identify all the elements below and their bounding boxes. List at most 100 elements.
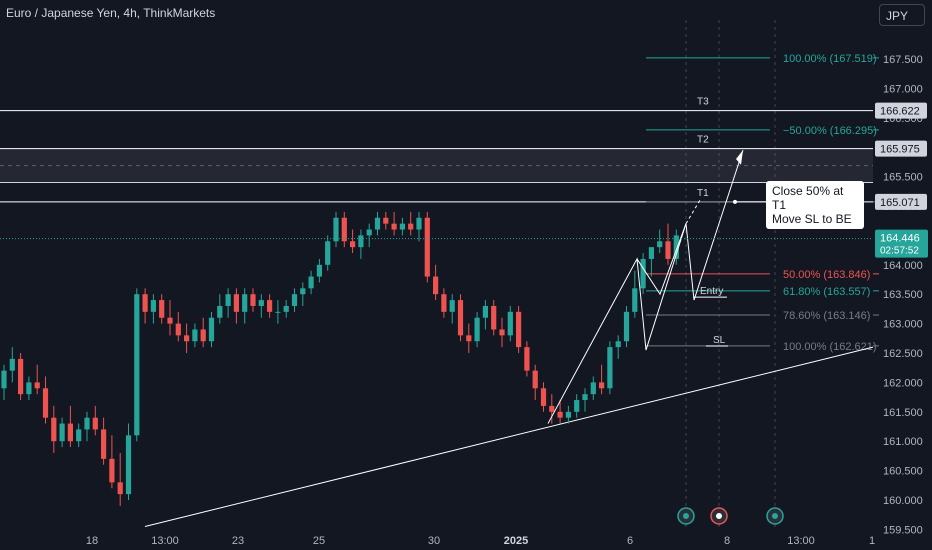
time-tick-5: 2025: [504, 535, 528, 547]
candle-body: [59, 423, 65, 442]
price-tick-16: 167.500: [883, 54, 923, 66]
candle-body: [283, 305, 289, 312]
candle-33: [275, 300, 281, 324]
candle-body: [9, 358, 15, 371]
callout-anchor: [733, 199, 737, 204]
candle-body: [673, 235, 679, 259]
time-tick-0: 18: [86, 535, 98, 547]
time-axis: 18 13:00 23 25 30 2025 6 8 13:00 1: [86, 535, 875, 547]
candle-25: [208, 311, 215, 348]
candle-body: [399, 223, 405, 230]
candle-body: [474, 317, 480, 342]
currency-button[interactable]: JPY: [879, 4, 925, 26]
candle-body: [142, 294, 148, 312]
candle-59: [491, 300, 497, 336]
candle-58: [482, 300, 488, 330]
candle-body: [217, 305, 223, 318]
price-tick-1: 160.000: [883, 495, 923, 507]
candle-body: [416, 217, 422, 230]
price-tick-0: 159.500: [883, 524, 923, 536]
price-tick-3: 161.000: [883, 436, 923, 448]
candle-body: [540, 388, 547, 406]
time-tick-8: 13:00: [787, 535, 815, 547]
event-marker-dot-2: [772, 513, 778, 519]
candle-16: [134, 288, 140, 442]
candle-body: [325, 241, 331, 265]
candle-21: [175, 311, 181, 342]
candle-79: [657, 229, 663, 254]
candle-72: [599, 364, 605, 395]
candle-65: [540, 382, 547, 412]
candle-body: [574, 400, 580, 412]
candle-29: [242, 288, 248, 324]
price-tick-12: 165.500: [883, 172, 923, 184]
candle-23: [192, 323, 198, 348]
price-label-2: 165.071: [880, 197, 920, 209]
trendline: [144, 346, 874, 527]
price-tick-8: 163.500: [883, 289, 923, 301]
candle-body: [374, 217, 381, 230]
candle-body: [491, 305, 497, 330]
candle-22: [184, 323, 190, 353]
candle-27: [225, 288, 231, 318]
candle-body: [482, 305, 488, 318]
candle-7: [59, 417, 65, 448]
candle-10: [84, 411, 90, 442]
candle-48: [399, 217, 405, 236]
candle-body: [308, 276, 314, 289]
candle-36: [300, 282, 306, 306]
candle-body: [34, 382, 40, 389]
candle-49: [408, 211, 414, 236]
candle-body: [200, 329, 206, 342]
candle-body: [233, 294, 239, 312]
candle-41: [341, 211, 347, 248]
candle-body: [632, 288, 638, 312]
candle-body: [92, 417, 98, 430]
fib-label-1: −50.00% (166.295): [783, 125, 877, 137]
candle-body: [291, 294, 298, 306]
candle-30: [250, 288, 256, 312]
candle-body: [42, 388, 49, 418]
candle-body: [267, 300, 273, 312]
candle-62: [516, 305, 522, 353]
event-markers: [677, 507, 784, 525]
candle-32: [267, 294, 273, 318]
target-label-t1: T1: [697, 188, 709, 199]
rising-trendline: [144, 346, 874, 527]
price-axis: 159.500 160.000 160.500 161.000 161.500 162.0…: [0, 54, 928, 536]
price-label-1: 165.975: [880, 144, 920, 156]
candle-body: [408, 223, 414, 230]
candle-body: [449, 300, 455, 312]
candle-75: [623, 305, 630, 348]
candle-15: [125, 423, 132, 500]
candle-8: [67, 405, 73, 448]
candle-body: [590, 382, 596, 395]
candle-body: [101, 429, 107, 459]
grid-lines: [685, 20, 776, 530]
candle-76: [632, 270, 638, 318]
candle-61: [507, 305, 513, 342]
target-label-entry: Entry: [700, 286, 723, 297]
price-tick-7: 163.000: [883, 319, 923, 331]
candle-67: [557, 400, 563, 424]
candle-body: [648, 247, 654, 259]
candle-body: [640, 258, 646, 289]
price-tick-6: 162.500: [883, 348, 923, 360]
trade-note-line-2: Move SL to BE: [772, 212, 852, 226]
candle-body: [1, 370, 7, 389]
time-tick-4: 30: [428, 535, 440, 547]
candle-2: [18, 353, 24, 401]
candle-body: [507, 311, 513, 336]
candle-body: [84, 417, 90, 430]
candle-35: [291, 288, 298, 312]
candle-9: [76, 423, 82, 448]
candle-body: [134, 294, 140, 436]
candle-38: [316, 258, 322, 283]
candles: [1, 211, 679, 506]
candle-80: [665, 223, 671, 265]
price-label-box-0: [875, 102, 927, 119]
candle-body: [76, 429, 82, 442]
candle-50: [416, 211, 422, 242]
fib-label-6: 100.00% (162.621): [783, 341, 877, 353]
